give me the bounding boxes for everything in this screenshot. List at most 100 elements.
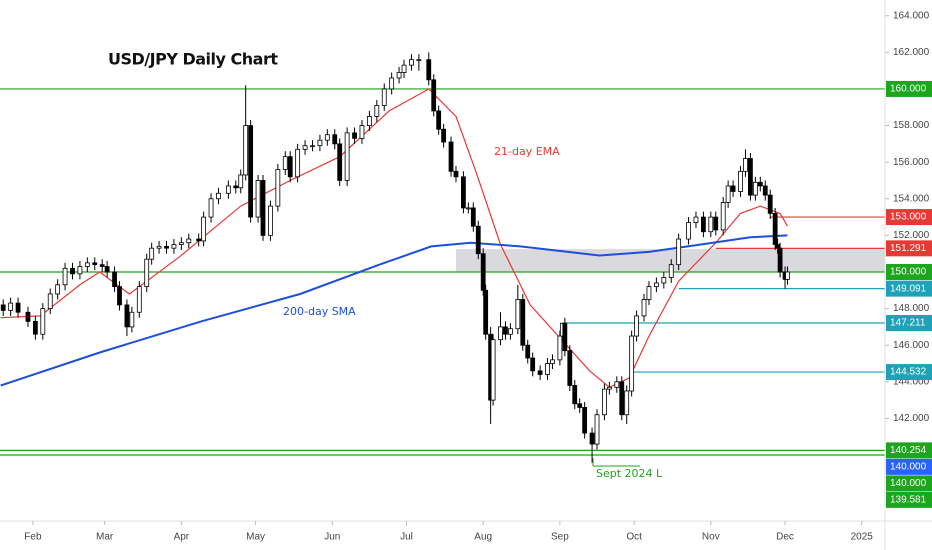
price-tag-label: 140.000 [890,462,927,473]
y-tick-label: 152.000 [893,230,930,241]
y-tick-label: 154.000 [893,193,930,204]
x-tick-label: Apr [174,532,190,543]
y-tick-label: 162.000 [893,47,930,58]
candle-body [55,284,61,295]
candle-body [178,242,184,245]
candle-body [693,216,699,223]
price-tag [886,458,932,475]
candle-body [508,328,513,335]
candle-body [572,385,578,405]
price-tag [886,209,932,226]
candle-body [708,216,714,233]
candle-body [448,141,454,172]
candle-body [238,174,244,189]
price-tag [886,491,932,508]
candle-body [772,213,778,245]
price-tag [886,280,932,297]
candle-body [525,344,531,359]
candle-body [324,134,330,141]
ema-label: 21-day EMA [494,145,560,158]
candle-body [186,238,192,244]
price-tag-label: 144.532 [890,367,927,378]
price-tag [886,263,932,280]
candle-body [332,134,338,145]
x-tick-label: Nov [702,532,720,543]
candle-body [775,244,781,249]
candle-body [8,302,14,311]
x-tick-label: Aug [474,532,492,543]
candle-body [619,381,625,416]
axes: 142.000 144.000 146.000 148.000 152.000 154.0… [24,10,932,543]
candle-body [515,299,521,330]
candle-body [233,185,239,189]
candle-body [537,370,543,375]
candle-body [84,262,90,267]
candle-body [748,158,753,196]
x-tick-label: May [246,532,265,543]
candle-body [317,139,323,147]
candle-body [453,170,459,178]
candle-body [520,299,526,346]
candle-body [149,247,155,260]
candle-body [344,132,350,181]
candle-body [589,432,595,445]
candle-body [104,266,110,273]
candle-body [129,311,135,328]
candle-body [461,176,466,209]
candle-body [738,170,743,192]
candle-body [77,266,83,275]
chart-title: USD/JPY Daily Chart [108,50,278,69]
candle-body [624,390,630,416]
candle-body [743,158,748,172]
candle-body [416,59,422,62]
candle-body [396,72,402,79]
x-tick-label: Oct [626,532,642,543]
candle-body [545,363,550,375]
candle-body [730,185,736,192]
sma-label: 200-day SMA [283,305,356,318]
candle-body [359,125,365,139]
candle-body [490,339,496,401]
price-tag [886,364,932,381]
candle-body [32,321,38,335]
candle-body [431,79,437,112]
candle-body [436,110,442,130]
candle-body [582,407,588,434]
candle-body [374,105,380,117]
candle-body [661,277,667,284]
candle-body [117,286,122,306]
candle-body [503,326,508,335]
price-tag-label: 150.000 [890,267,927,278]
candle-body [594,414,600,445]
candle-body [201,216,207,242]
candle-body [92,262,98,266]
candle-body [720,202,726,231]
price-tag-label: 139.581 [890,495,927,506]
price-tag-label: 149.091 [890,283,927,294]
candle-body [614,381,620,388]
price-tag-label: 140.254 [890,445,927,456]
candle-body [381,88,387,106]
candle-body [302,145,308,150]
candle-body [337,143,343,181]
x-tick-label: 2025 [851,532,874,543]
candle-body [99,264,105,267]
candle-body [196,238,202,242]
candle-body [171,244,177,249]
candle-body [762,185,768,196]
candle-body [483,289,489,335]
candle-body [164,245,169,249]
y-tick-label: 148.000 [893,303,930,314]
candle-body [629,335,635,392]
candle-body [112,271,117,288]
y-tick-label: 144.000 [893,376,930,387]
y-tick-label: 142.000 [893,413,930,424]
candle-body [577,403,583,408]
candle-body [352,132,357,139]
candle-body [287,156,293,178]
candle-body [366,116,372,126]
candle-body [567,350,573,386]
price-tag-label: 160.000 [890,84,927,95]
y-tick-label: 158.000 [893,120,930,131]
